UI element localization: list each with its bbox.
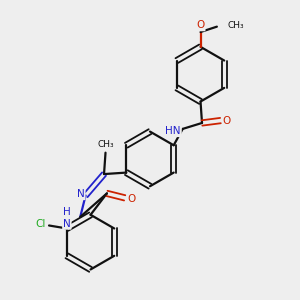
- Text: H
N: H N: [63, 207, 71, 229]
- Text: O: O: [127, 194, 135, 204]
- Text: CH₃: CH₃: [227, 21, 244, 30]
- Text: O: O: [223, 116, 231, 126]
- Text: CH₃: CH₃: [98, 140, 114, 149]
- Text: HN: HN: [165, 126, 181, 136]
- Text: N: N: [77, 189, 85, 199]
- Text: O: O: [196, 20, 205, 31]
- Text: Cl: Cl: [35, 219, 45, 229]
